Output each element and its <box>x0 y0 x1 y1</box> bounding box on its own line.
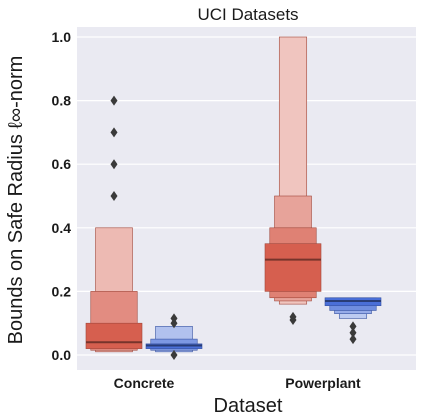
x-tick-label: Concrete <box>114 375 175 391</box>
boxen-plots <box>85 36 382 360</box>
boxen-concrete-blue <box>145 313 203 360</box>
outlier-marker <box>349 327 357 338</box>
boxen-powerplant-red <box>264 36 322 326</box>
y-axis-label: Bounds on Safe Radius ℓ∞-norm <box>5 56 27 345</box>
outlier-marker <box>289 311 297 322</box>
letter-value-box <box>85 322 143 349</box>
x-tick-labels: Concrete Powerplant <box>114 375 361 391</box>
y-tick-label: 0.0 <box>52 347 72 363</box>
letter-value-box <box>264 243 322 292</box>
outlier-marker <box>349 334 357 345</box>
y-tick-labels: 0.0 0.2 0.4 0.6 0.8 1.0 <box>52 29 72 363</box>
boxen-concrete-red <box>85 95 143 353</box>
outlier-marker <box>110 127 118 138</box>
y-tick-label: 1.0 <box>52 29 72 45</box>
boxen-powerplant-blue <box>324 297 382 345</box>
outlier-marker <box>170 313 178 324</box>
y-tick-label: 0.8 <box>52 93 72 109</box>
outlier-marker <box>110 95 118 106</box>
outlier-marker <box>110 191 118 201</box>
y-tick-label: 0.4 <box>52 220 72 236</box>
x-axis-label: Dataset <box>214 395 283 417</box>
outlier-marker <box>349 321 357 332</box>
outlier-marker <box>110 159 118 170</box>
chart-title: UCI Datasets <box>197 5 298 24</box>
x-tick-label: Powerplant <box>285 375 361 391</box>
y-tick-label: 0.2 <box>52 283 72 299</box>
y-tick-label: 0.6 <box>52 156 72 172</box>
outlier-marker <box>170 350 178 360</box>
